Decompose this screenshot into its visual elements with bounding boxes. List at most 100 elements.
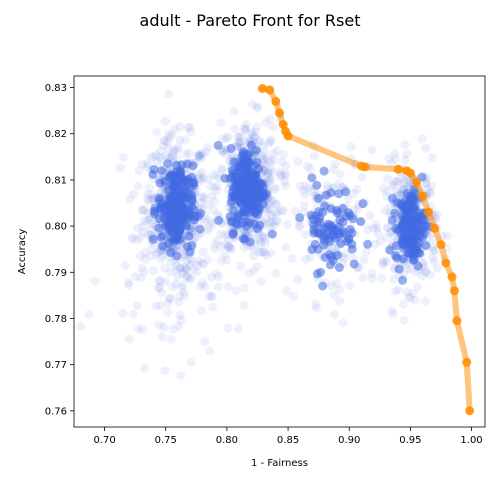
rset-point (307, 173, 317, 183)
rset-point (236, 196, 246, 206)
rset-point (208, 169, 218, 179)
pareto-front-point (449, 286, 459, 296)
rset-point (240, 283, 250, 293)
rset-point (164, 200, 174, 210)
rset-point (177, 173, 187, 183)
rset-point (186, 273, 196, 283)
rset-point (318, 208, 327, 217)
rset-point (149, 265, 159, 275)
rset-point (196, 149, 206, 159)
rset-point (143, 194, 153, 204)
x-tick-label: 0.75 (155, 435, 177, 446)
rset-point (316, 267, 326, 277)
rset-point (404, 293, 414, 302)
rset-point (427, 152, 437, 162)
rset-point (412, 282, 422, 292)
rset-point (174, 292, 184, 301)
rset-point (442, 231, 452, 240)
rset-point (256, 248, 266, 257)
rset-point (195, 151, 204, 161)
rset-point (146, 152, 156, 162)
rset-point (390, 177, 400, 187)
rset-point (378, 183, 388, 193)
rset-point (264, 172, 274, 182)
rset-point (228, 216, 237, 226)
rset-point (152, 127, 162, 137)
rset-point (207, 272, 217, 282)
rset-point (334, 189, 344, 199)
x-tick-label: 1.00 (460, 435, 482, 446)
rset-point (418, 220, 428, 230)
rset-point (261, 160, 271, 170)
rset-point (278, 206, 288, 216)
rset-point (124, 280, 134, 290)
rset-point (216, 229, 226, 239)
rset-point (115, 163, 125, 173)
rset-point (118, 308, 128, 318)
rset-point (427, 181, 437, 191)
rset-point (266, 175, 276, 185)
rset-point (217, 165, 227, 175)
rset-point (166, 294, 176, 303)
pareto-front-point (271, 96, 281, 106)
rset-point (272, 200, 282, 209)
rset-point (208, 205, 218, 215)
rset-point (210, 244, 219, 253)
rset-point (125, 194, 134, 204)
rset-point (346, 142, 356, 152)
rset-point (174, 221, 184, 231)
rset-point (268, 167, 278, 177)
rset-point (194, 151, 204, 161)
rset-point (213, 140, 223, 150)
pareto-front-point (447, 272, 457, 282)
rset-point (173, 271, 182, 281)
rset-point (367, 274, 377, 283)
rset-point (302, 161, 312, 171)
rset-point (300, 181, 310, 191)
rset-point (254, 136, 264, 146)
rset-point (137, 263, 147, 273)
rset-point (171, 160, 181, 170)
rset-point (281, 161, 291, 171)
rset-point (281, 181, 291, 191)
rset-point (160, 366, 170, 376)
rset-point (379, 258, 388, 268)
rset-point (199, 194, 209, 204)
rset-point (192, 260, 202, 270)
rset-point (410, 295, 420, 305)
rset-point (224, 282, 233, 292)
rset-point (175, 263, 185, 273)
pareto-front-point (430, 223, 440, 233)
rset-point (175, 195, 185, 205)
rset-point (406, 194, 416, 203)
rset-point (306, 210, 316, 220)
rset-point (382, 174, 392, 184)
rset-point (238, 156, 248, 166)
rset-point (155, 152, 165, 162)
rset-point (145, 215, 155, 225)
rset-point (174, 321, 184, 331)
rset-point (223, 323, 233, 333)
rset-point (164, 185, 174, 195)
rset-point (168, 150, 178, 160)
rset-point (208, 302, 218, 312)
rset-point (199, 217, 209, 227)
rset-point (164, 89, 174, 99)
rset-point (254, 247, 264, 257)
rset-point (248, 251, 258, 261)
rset-point (411, 231, 421, 241)
rset-point (280, 169, 290, 179)
y-tick-label: 0.80 (45, 222, 67, 233)
rset-point (421, 143, 431, 153)
rset-point (147, 194, 157, 204)
rset-point (184, 148, 194, 158)
rset-point (425, 270, 435, 280)
pareto-front-point (360, 162, 370, 172)
rset-point (390, 180, 399, 190)
rset-point (359, 254, 369, 264)
rset-point (249, 266, 259, 276)
x-tick-label: 0.80 (216, 435, 238, 446)
rset-point (264, 138, 274, 148)
rset-point (256, 276, 266, 286)
rset-point (187, 190, 197, 200)
